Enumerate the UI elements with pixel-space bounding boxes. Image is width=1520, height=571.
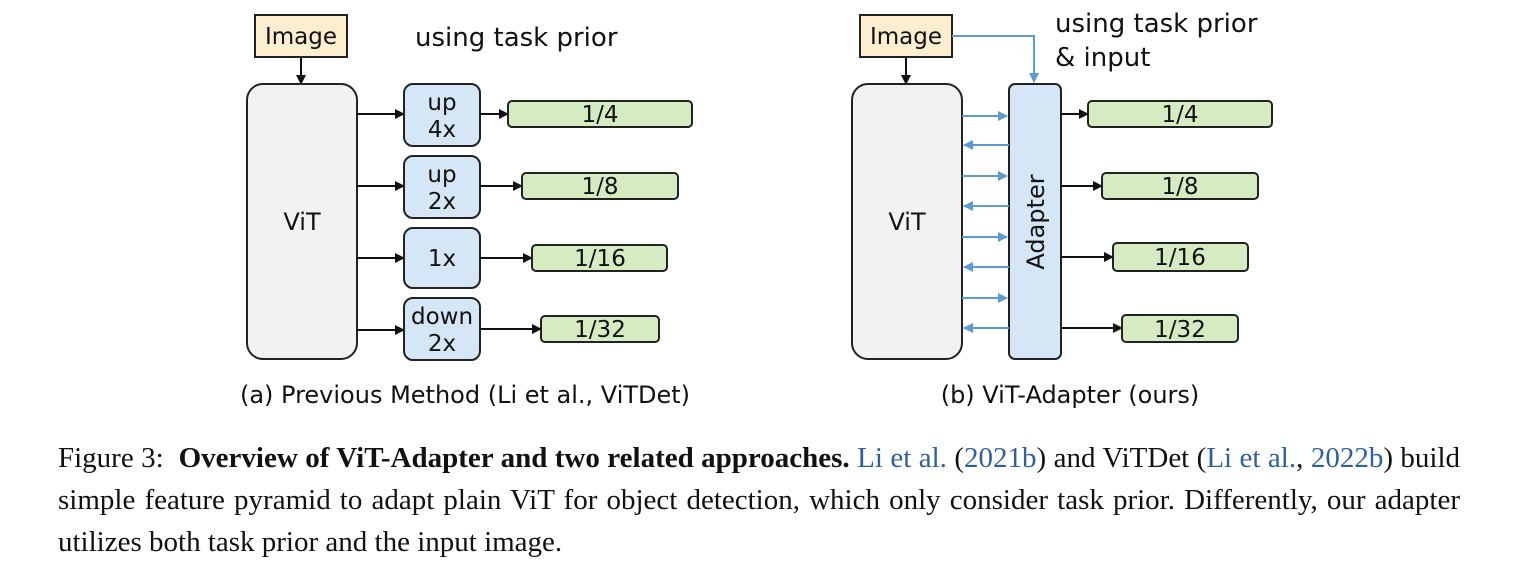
interaction-arrows <box>962 111 1009 333</box>
right-prior-line2: & input <box>1055 43 1150 73</box>
right-output-1-4-label: 1/4 <box>1161 102 1198 128</box>
left-subcaption: (a) Previous Method (Li et al., ViTDet) <box>240 381 690 409</box>
right-output-1-32-label: 1/32 <box>1154 317 1206 343</box>
caption-text-1: ( <box>946 442 965 474</box>
adapter-label: Adapter <box>1022 174 1050 269</box>
architecture-diagram: Image using task prior ViT up 4x up 2x 1… <box>240 9 1273 409</box>
caption-text-2: ) and ViTDet ( <box>1036 442 1207 474</box>
right-subcaption: (b) ViT-Adapter (ours) <box>941 381 1200 409</box>
left-output-1-32-label: 1/32 <box>574 317 626 343</box>
right-output-1-16-label: 1/16 <box>1154 245 1206 271</box>
citation-year-link-2[interactable]: 2022b <box>1310 442 1384 474</box>
op-up2x-line2: 2x <box>428 189 456 215</box>
citation-year-link-1[interactable]: 2021b <box>964 442 1037 474</box>
figure-caption: Figure 3: Overview of ViT-Adapter and tw… <box>58 437 1460 563</box>
caption-text-rest: ) build simple feature pyramid to adapt … <box>58 442 1461 558</box>
right-image-label: Image <box>870 24 942 50</box>
right-output-1-8-label: 1/8 <box>1161 174 1198 200</box>
caption-text-3: , <box>1296 442 1311 474</box>
citation-link-2[interactable]: Li et al. <box>1206 442 1297 474</box>
left-image-label: Image <box>265 24 337 50</box>
panel-previous-method: Image using task prior ViT up 4x up 2x 1… <box>240 14 693 409</box>
left-vit-box <box>246 83 358 360</box>
adapter-box <box>1008 83 1062 360</box>
op-1x-line1: 1x <box>428 246 456 272</box>
citation-link-1[interactable]: Li et al. <box>857 442 947 474</box>
op-down2x-line2: 2x <box>428 331 456 357</box>
left-output-1-4-label: 1/4 <box>581 102 618 128</box>
right-vit-box <box>851 83 963 360</box>
left-prior-label: using task prior <box>415 23 618 53</box>
left-image-box <box>254 14 348 58</box>
right-prior-line1: using task prior <box>1055 9 1258 39</box>
caption-bold-title: Overview of ViT-Adapter and two related … <box>178 442 850 474</box>
left-output-1-16-label: 1/16 <box>574 246 626 272</box>
right-vit-label: ViT <box>888 208 926 236</box>
op-down2x-line1: down <box>411 304 473 330</box>
right-image-to-adapter-arrow <box>952 35 1039 83</box>
panel-vit-adapter: Image using task prior & input ViT Adapt… <box>851 9 1273 409</box>
op-up2x-line1: up <box>427 162 456 188</box>
op-up4x-line1: up <box>427 90 456 116</box>
left-vit-label: ViT <box>283 208 321 236</box>
caption-prefix: Figure 3: <box>58 442 164 474</box>
left-output-1-8-label: 1/8 <box>581 174 618 200</box>
op-up4x-line2: 4x <box>428 117 456 143</box>
